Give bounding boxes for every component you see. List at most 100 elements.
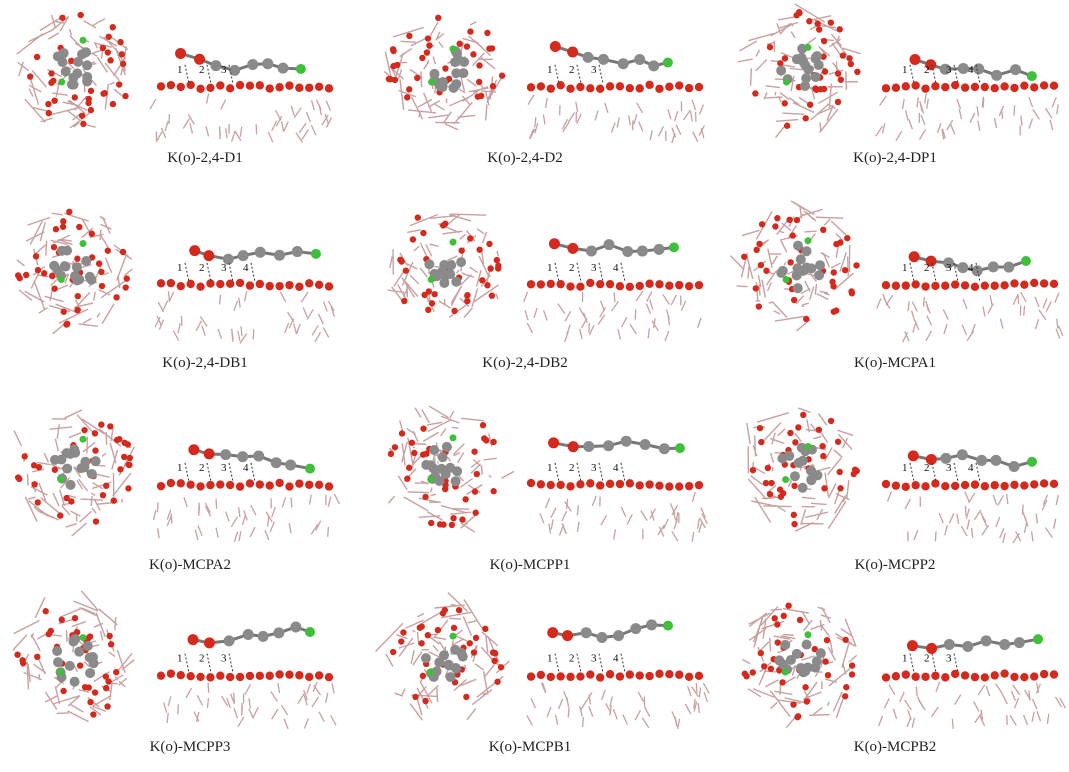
substrate-bond	[904, 330, 910, 342]
substrate-bond	[558, 525, 564, 536]
carbon-atom	[80, 47, 91, 58]
surface-oxygen-atom	[1030, 480, 1039, 489]
oxygen-atom	[466, 640, 473, 647]
carbon-atom	[222, 253, 234, 265]
oxygen-atom	[74, 292, 81, 300]
surface-oxygen-atom	[901, 82, 910, 91]
oxygen-atom	[813, 86, 820, 93]
substrate-bond	[410, 650, 415, 665]
oxygen-atom	[77, 11, 84, 19]
surface-oxygen-atom	[196, 672, 205, 682]
carbon-atom	[82, 640, 93, 651]
substrate-bond	[763, 421, 782, 441]
substrate-bond	[317, 313, 324, 325]
substrate-bond	[483, 457, 497, 461]
substrate-bond	[26, 474, 29, 486]
substrate-bond	[215, 527, 219, 538]
oxygen-atom	[87, 106, 95, 114]
substrate-bond	[13, 430, 23, 447]
substrate-bond	[435, 31, 441, 41]
substrate-bond	[297, 693, 305, 705]
carbon-atom	[987, 261, 999, 273]
surface-oxygen-atom	[245, 479, 255, 488]
carbon-atom	[797, 265, 808, 276]
oxygen-atom	[848, 288, 855, 295]
oxygen-atom	[406, 86, 413, 93]
surface-oxygen-atom	[166, 669, 176, 678]
substrate-bond	[755, 281, 759, 302]
substrate-bond	[817, 606, 826, 611]
substrate-bond	[18, 289, 33, 301]
surface-oxygen-atom	[235, 482, 245, 491]
substrate-bond	[233, 692, 235, 703]
carbon-atom	[789, 471, 800, 482]
substrate-bond	[554, 714, 559, 725]
substrate-bond	[817, 91, 838, 105]
substrate-bond	[397, 284, 407, 300]
substrate-bond	[414, 407, 422, 418]
surface-oxygen-atom	[694, 480, 704, 490]
substrate-bond	[911, 310, 916, 321]
hydrogen-bond-line	[598, 462, 604, 483]
oxygen-atom	[74, 255, 81, 262]
substrate-bond	[218, 294, 222, 305]
carbon-atom	[940, 452, 952, 464]
oxygen-atom	[472, 509, 479, 516]
substrate-bond	[936, 122, 942, 134]
substrate-bond	[636, 102, 644, 114]
oxygen-atom	[51, 466, 59, 473]
surface-oxygen-atom	[166, 478, 176, 488]
substrate-bond	[879, 95, 888, 106]
substrate-bond	[448, 617, 462, 620]
oxygen-atom	[749, 669, 756, 676]
substrate-bond	[309, 494, 312, 505]
oxygen-atom	[843, 684, 850, 691]
substrate-bond	[27, 496, 36, 500]
substrate-bond	[81, 607, 96, 615]
substrate-bond	[800, 509, 807, 525]
substrate-bond	[995, 516, 1001, 528]
surface-oxygen-atom	[1039, 479, 1049, 488]
carbon-atom	[1013, 637, 1025, 649]
substrate-bond	[1012, 684, 1021, 696]
substrate-bond	[78, 688, 90, 693]
substrate-bond	[770, 23, 793, 37]
surface-oxygen-atom	[314, 671, 324, 680]
oxygen-atom	[391, 444, 399, 451]
oxygen-atom	[102, 684, 110, 692]
oxygen-atom	[549, 40, 561, 52]
substrate-bond	[557, 698, 564, 710]
substrate-bond	[86, 436, 89, 454]
substrate-bond	[700, 127, 705, 139]
substrate-bond	[428, 405, 449, 419]
surface-oxygen-atom	[595, 279, 605, 289]
substrate-bond	[1034, 319, 1040, 330]
surface-oxygen-atom	[235, 672, 245, 682]
carbon-atom	[262, 58, 274, 70]
oxygen-atom	[753, 246, 760, 254]
substrate-bond	[31, 69, 47, 88]
substrate-bond	[293, 107, 302, 119]
oxygen-atom	[791, 520, 798, 528]
substrate-bond	[457, 678, 477, 688]
substrate-bond	[778, 15, 798, 21]
substrate-bond	[101, 452, 107, 457]
substrate-bond	[310, 124, 317, 136]
substrate-bond	[32, 106, 47, 112]
oxygen-atom	[834, 438, 842, 445]
substrate-bond	[196, 694, 204, 706]
carbon-atom	[237, 451, 249, 463]
substrate-bond	[449, 410, 455, 419]
surface-oxygen-atom	[305, 279, 314, 288]
substrate-bond	[57, 238, 73, 246]
substrate-bond	[195, 711, 200, 723]
substrate-bond	[757, 274, 762, 288]
oxygen-atom	[419, 54, 426, 62]
panel-caption: K(o)-MCPB2	[853, 739, 937, 755]
oxygen-atom	[471, 448, 478, 455]
surface-oxygen-atom	[911, 81, 920, 90]
substrate-bond	[650, 510, 655, 521]
substrate-bond	[16, 259, 25, 267]
